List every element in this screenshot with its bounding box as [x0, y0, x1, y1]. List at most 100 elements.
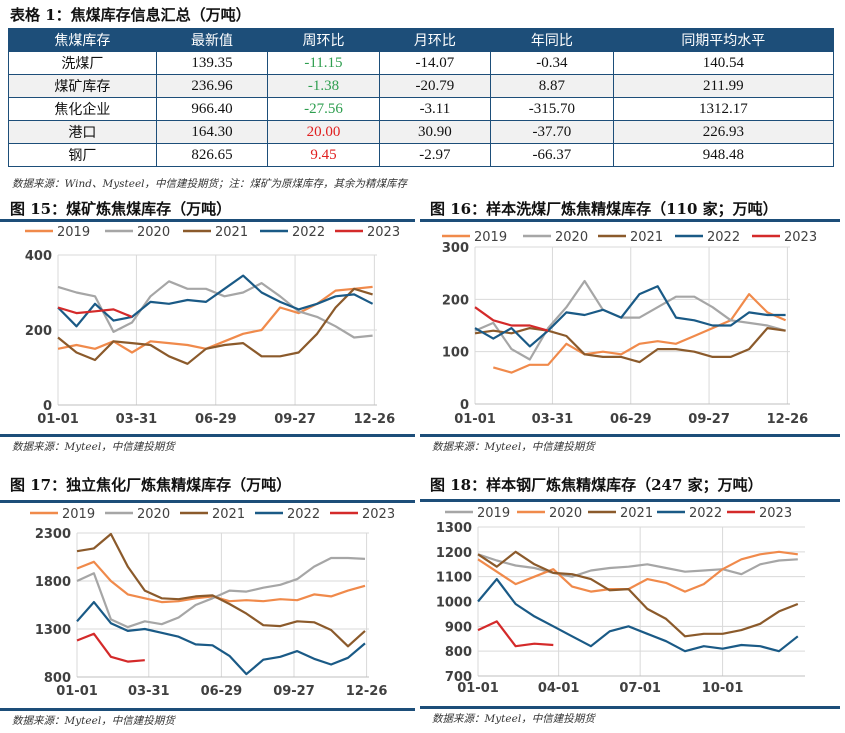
column-header: 月环比: [378, 28, 492, 52]
legend-label: 2021: [215, 225, 248, 240]
y-tick-label: 300: [442, 241, 469, 256]
table-cell: 140.54: [612, 51, 835, 75]
legend-label: 2020: [549, 506, 582, 521]
chart-15: 图 15：煤矿炼焦煤库存（万吨） 数据来源：Myteel，中信建投期货 0 200 40…: [0, 195, 420, 455]
title-rule: [420, 499, 840, 502]
table-cell: -1.38: [267, 74, 380, 98]
chart-title: 图 16：样本洗煤厂炼焦精煤库存（110 家；万吨）: [430, 200, 778, 218]
chart-16: 图 16：样本洗煤厂炼焦精煤库存（110 家；万吨） 数据来源：Myteel，中信…: [420, 195, 845, 455]
column-header: 最新值: [155, 28, 269, 52]
column-header: 同期平均水平: [612, 28, 835, 52]
table-cell: 236.96: [155, 74, 269, 98]
column-header: 年同比: [490, 28, 614, 52]
table-cell: -0.34: [490, 51, 614, 75]
legend-label: 2020: [137, 225, 170, 240]
chart-18: 图 18：样本钢厂炼焦精煤库存（247 家；万吨） 数据来源：Myteel，中信建…: [420, 470, 845, 733]
row-label: 焦化企业: [8, 97, 157, 121]
y-tick-label: 1300: [436, 521, 472, 536]
title-rule: [420, 219, 840, 222]
x-tick-label: 06-29: [195, 412, 237, 427]
x-tick-label: 04-01: [538, 681, 580, 696]
table-cell: 9.45: [267, 143, 380, 167]
table-row: 焦化企业 966.40 -27.56 -3.11 -315.70 1312.17: [8, 97, 835, 121]
legend-label: 2021: [630, 230, 663, 245]
chart-source: 数据来源：Myteel，中信建投期货: [432, 441, 595, 453]
table-cell: -315.70: [490, 97, 614, 121]
table-cell: 826.65: [155, 143, 269, 167]
table-title: 表格 1：焦煤库存信息汇总（万吨）: [10, 6, 251, 24]
bottom-rule: [420, 434, 840, 437]
y-tick-label: 200: [25, 324, 52, 339]
legend-label: 2022: [707, 230, 740, 245]
legend-label: 2020: [137, 507, 170, 522]
y-tick-label: 1000: [436, 596, 472, 611]
y-tick-label: 200: [442, 293, 469, 308]
table-cell: -3.11: [378, 97, 492, 121]
table-cell: 966.40: [155, 97, 269, 121]
y-tick-label: 0: [43, 399, 52, 414]
x-tick-label: 01-01: [454, 412, 496, 427]
y-tick-label: 400: [25, 249, 52, 264]
series-line-2021: [477, 550, 799, 638]
x-tick-label: 12-26: [767, 412, 809, 427]
x-tick-label: 12-26: [346, 684, 388, 699]
table-cell: 8.87: [490, 74, 614, 98]
x-tick-label: 07-01: [619, 681, 661, 696]
table-cell: 139.35: [155, 51, 269, 75]
table-row: 洗煤厂 139.35 -11.15 -14.07 -0.34 140.54: [8, 51, 835, 75]
table-cell: 164.30: [155, 120, 269, 144]
series-line-2022: [477, 577, 799, 653]
x-tick-label: 10-01: [702, 681, 744, 696]
series-line-2023: [477, 620, 554, 648]
chart-title: 图 17：独立焦化厂炼焦精煤库存（万吨）: [10, 476, 292, 494]
y-tick-label: 900: [445, 620, 472, 635]
series-line-2020: [477, 550, 798, 593]
chart-source: 数据来源：Myteel，中信建投期货: [432, 713, 595, 725]
table-cell: 948.48: [612, 143, 835, 167]
x-tick-label: 01-01: [457, 681, 499, 696]
series-line-2023: [474, 306, 549, 332]
row-label: 港口: [8, 120, 157, 144]
row-label: 钢厂: [8, 143, 157, 167]
column-header: 焦煤库存: [8, 28, 157, 52]
chart-source: 数据来源：Myteel，中信建投期货: [12, 715, 175, 727]
chart-source: 数据来源：Myteel，中信建投期货: [12, 441, 175, 453]
x-tick-label: 01-01: [56, 684, 98, 699]
x-tick-label: 09-27: [688, 412, 730, 427]
row-label: 洗煤厂: [8, 51, 157, 75]
series-line-2021: [57, 287, 373, 365]
y-tick-label: 800: [44, 671, 71, 686]
x-tick-label: 03-31: [128, 684, 170, 699]
table-cell: 1312.17: [612, 97, 835, 121]
legend-label: 2019: [57, 225, 90, 240]
x-tick-label: 09-27: [274, 412, 316, 427]
series-line-2019: [477, 553, 798, 578]
series-line-2019: [492, 292, 787, 374]
legend-label: 2019: [62, 507, 95, 522]
series-line-2020: [474, 279, 786, 361]
chart-title: 图 15：煤矿炼焦煤库存（万吨）: [10, 200, 232, 218]
table-cell: 226.93: [612, 120, 835, 144]
x-tick-label: 03-31: [532, 412, 574, 427]
column-header: 周环比: [267, 28, 380, 52]
table-cell: -20.79: [378, 74, 492, 98]
coal-inventory-table: 焦煤库存 最新值 周环比 月环比 年同比 同期平均水平 洗煤厂 139.35 -11.15 -1…: [8, 28, 835, 167]
y-tick-label: 100: [442, 346, 469, 361]
legend-label: 2022: [689, 506, 722, 521]
series-line-2020: [76, 556, 366, 629]
legend-label: 2023: [759, 506, 792, 521]
legend-label: 2019: [477, 506, 510, 521]
legend-label: 2022: [292, 225, 325, 240]
table-row: 钢厂 826.65 9.45 -2.97 -66.37 948.48: [8, 143, 835, 167]
chart-svg: 0 200 400 01-01 03-31 06-29 09-27 12-26 2019 2020…: [25, 225, 400, 427]
x-tick-label: 06-29: [610, 412, 652, 427]
series-line-2022: [474, 285, 786, 348]
legend-label: 2023: [367, 225, 400, 240]
title-rule: [0, 500, 415, 503]
y-tick-label: 800: [445, 645, 472, 660]
chart-svg: 700 800 900 1000 1100 1200 1300 01-01 04-01 07-01…: [436, 506, 805, 696]
bottom-rule: [420, 706, 840, 709]
x-tick-label: 01-01: [37, 412, 79, 427]
y-tick-label: 2300: [35, 527, 71, 542]
chart-svg: 800 1300 1800 2300 01-01 03-31 06-29 09-27 12-26…: [30, 507, 395, 699]
